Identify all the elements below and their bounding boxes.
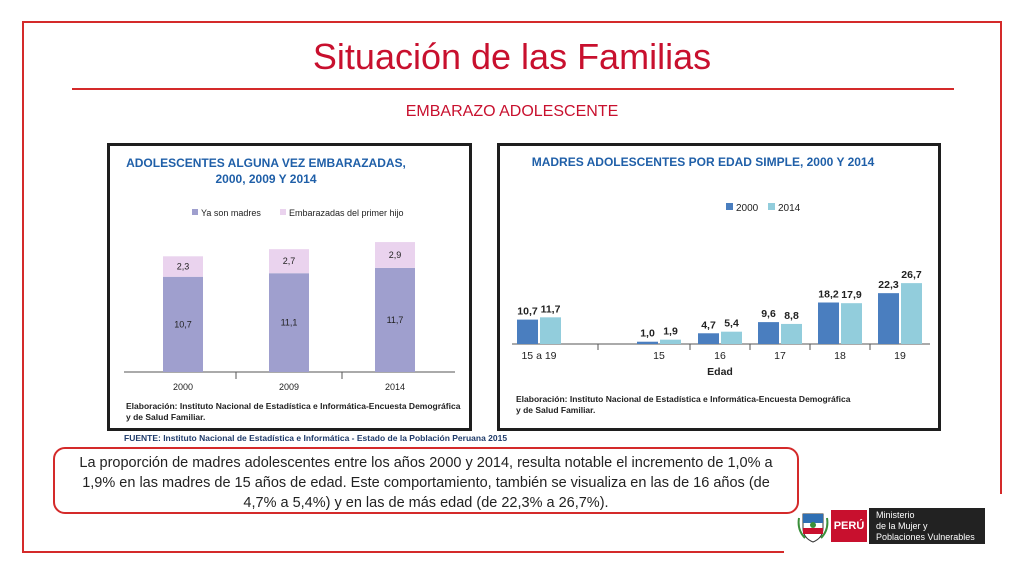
data-label: 10,7	[517, 306, 538, 318]
title-divider	[72, 88, 954, 90]
chart-title: MADRES ADOLESCENTES POR EDAD SIMPLE, 200…	[532, 155, 875, 169]
data-label: 11,7	[541, 303, 561, 315]
ministry-logo: PERÚ Ministerio de la Mujer y Poblacione…	[797, 506, 992, 546]
bar-segment	[375, 242, 415, 268]
data-label: 4,7	[701, 319, 716, 331]
x-tick-label: 17	[774, 350, 786, 362]
legend-label: Embarazadas del primer hijo	[289, 208, 404, 218]
data-label: 26,7	[901, 269, 922, 281]
bar-segment	[269, 273, 309, 372]
x-tick-label: 2009	[279, 382, 299, 392]
x-axis-title: Edad	[707, 366, 733, 378]
bar	[818, 302, 839, 344]
data-label: 2,7	[283, 256, 296, 266]
data-label: 17,9	[841, 289, 862, 301]
data-label: 22,3	[878, 279, 899, 291]
stacked-bar-chart: ADOLESCENTES ALGUNA VEZ EMBARAZADAS, 2000…	[113, 149, 466, 425]
x-tick-label: 2014	[385, 382, 405, 392]
bar	[781, 323, 802, 344]
bar	[758, 322, 779, 344]
stacked-bar-chart-panel: ADOLESCENTES ALGUNA VEZ EMBARAZADAS, 2000…	[107, 143, 472, 431]
legend-label: Ya son madres	[201, 208, 261, 218]
bar-segment	[269, 249, 309, 274]
x-tick-label: 16	[714, 350, 726, 362]
x-tick-label: 15	[653, 350, 665, 362]
coat-of-arms-icon	[797, 513, 829, 543]
bar	[878, 293, 899, 344]
x-tick-label: 18	[834, 350, 846, 362]
legend-swatch	[726, 203, 733, 210]
data-label: 18,2	[818, 289, 839, 301]
bar	[698, 333, 719, 344]
legend-label: 2014	[778, 203, 801, 214]
data-label: 1,0	[640, 328, 655, 340]
legend-swatch	[280, 209, 286, 215]
legend-label: 2000	[736, 203, 759, 214]
bar	[660, 339, 681, 344]
peru-badge: PERÚ	[831, 510, 867, 542]
chart-footnote: y de Salud Familiar.	[516, 405, 595, 415]
data-label: 11,7	[387, 315, 404, 325]
age-bar-chart: MADRES ADOLESCENTES POR EDAD SIMPLE, 200…	[503, 149, 935, 425]
chart-footnote: Elaboración: Instituto Nacional de Estad…	[126, 401, 461, 411]
data-label: 11,1	[281, 318, 298, 328]
chart-background	[503, 149, 935, 425]
source-note: FUENTE: Instituto Nacional de Estadístic…	[124, 433, 508, 443]
ministry-line: de la Mujer y	[876, 521, 928, 531]
ministry-line: Poblaciones Vulnerables	[876, 532, 975, 542]
x-tick-label: 2000	[173, 382, 193, 392]
bar	[637, 341, 658, 344]
data-label: 2,9	[389, 250, 402, 260]
bar-segment	[163, 256, 203, 277]
summary-callout: La proporción de madres adolescentes ent…	[53, 447, 799, 514]
data-label: 1,9	[663, 326, 678, 338]
data-label: 5,4	[724, 318, 739, 330]
ministry-name: Ministerio de la Mujer y Poblaciones Vul…	[869, 508, 985, 544]
age-bar-chart-panel: MADRES ADOLESCENTES POR EDAD SIMPLE, 200…	[497, 143, 941, 431]
page-title: Situación de las Familias	[312, 36, 712, 77]
bar-segment	[163, 276, 203, 372]
data-label: 10,7	[174, 319, 192, 329]
chart-title: 2000, 2009 Y 2014	[216, 172, 317, 186]
bar	[540, 317, 561, 344]
x-tick-label: 19	[894, 350, 906, 362]
bar	[517, 319, 538, 344]
ministry-line: Ministerio	[876, 510, 915, 520]
bar	[901, 283, 922, 344]
bar	[841, 303, 862, 344]
legend-swatch	[768, 203, 775, 210]
data-label: 8,8	[784, 310, 799, 322]
chart-footnote: y de Salud Familiar.	[126, 412, 205, 422]
chart-title: ADOLESCENTES ALGUNA VEZ EMBARAZADAS,	[126, 156, 406, 170]
data-label: 2,3	[177, 262, 190, 272]
bar	[721, 331, 742, 344]
legend-swatch	[192, 209, 198, 215]
chart-footnote: Elaboración: Instituto Nacional de Estad…	[516, 394, 851, 404]
data-label: 9,6	[761, 308, 776, 320]
section-subtitle: EMBARAZO ADOLESCENTE	[405, 103, 619, 120]
bar-segment	[375, 267, 415, 372]
x-tick-label: 15 a 19	[521, 350, 556, 362]
